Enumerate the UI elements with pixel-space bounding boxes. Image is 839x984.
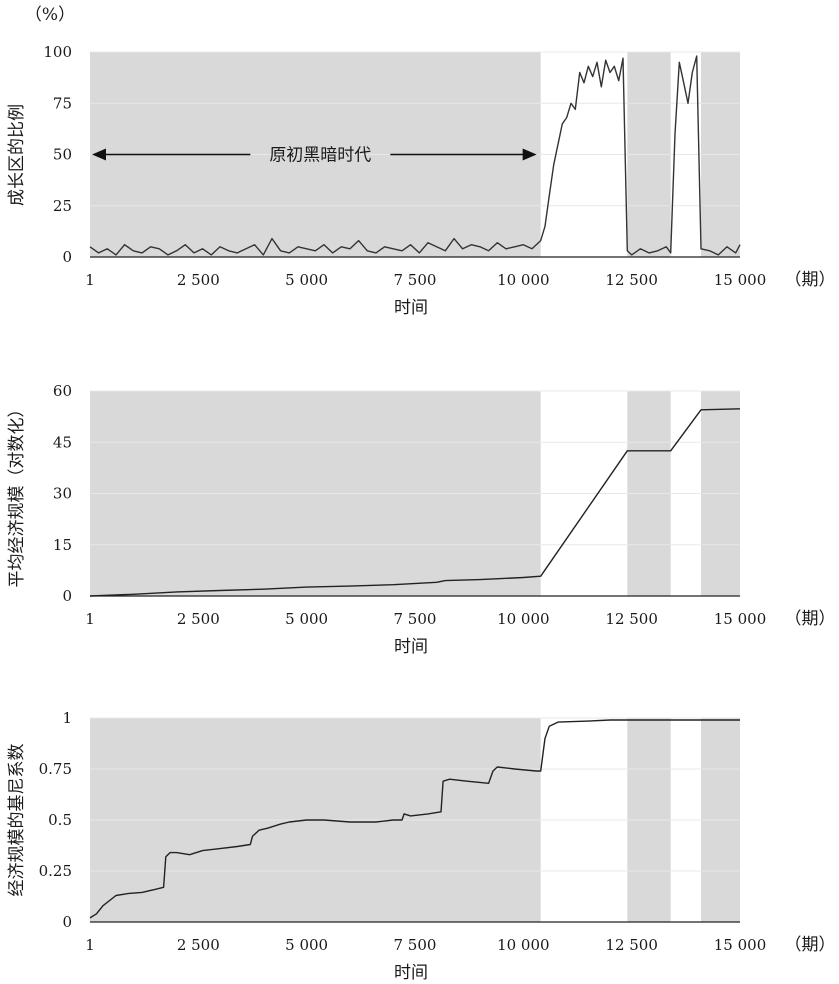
chart-2-x-tick-label-6: 12 500 xyxy=(605,610,658,628)
chart-2-x-tick-label-2: 2 500 xyxy=(177,610,220,628)
chart-2-y-tick-label-2: 15 xyxy=(53,536,72,554)
chart-1-annotation-arrowhead-right xyxy=(522,148,537,161)
chart-2-series-line xyxy=(89,408,741,597)
chart-1-x-unit-label: （期） xyxy=(785,270,836,290)
chart-2-y-tick-label-3: 30 xyxy=(53,485,72,503)
chart-1-y-tick-label-2: 25 xyxy=(53,197,72,215)
chart-1-y-tick-label-4: 75 xyxy=(53,94,72,112)
chart-1-y-tick-label-5: 100 xyxy=(43,43,72,61)
chart-3-y-tick-label-3: 0.5 xyxy=(48,811,72,829)
chart-3-y-tick-label-4: 0.75 xyxy=(39,760,72,778)
chart-2-y-tick-label-1: 0 xyxy=(62,587,72,605)
chart-3-y-tick-label-5: 1 xyxy=(62,709,72,727)
chart-2-y-axis-title: 平均经济规模（对数化） xyxy=(7,401,27,588)
chart-3-x-tick-label-4: 7 500 xyxy=(394,936,437,954)
chart-1-annotation-arrowhead-left xyxy=(92,148,106,161)
chart-3-x-tick-label-2: 2 500 xyxy=(177,936,220,954)
chart-3-x-tick-label-1: 1 xyxy=(85,936,95,954)
chart-3-x-tick-label-6: 12 500 xyxy=(605,936,658,954)
chart-2-x-axis-title: 时间 xyxy=(394,637,428,657)
chart-2-y-tick-label-4: 45 xyxy=(53,433,72,451)
chart-3-x-tick-label-5: 10 000 xyxy=(497,936,550,954)
chart-2-x-tick-label-3: 5 000 xyxy=(285,610,328,628)
chart-1-x-tick-label-4: 7 500 xyxy=(394,271,437,289)
chart-1-x-tick-label-2: 2 500 xyxy=(177,271,220,289)
chart-1-y-tick-label-3: 50 xyxy=(53,146,72,164)
chart-1-y-axis-title: 成长区的比例 xyxy=(7,104,27,206)
chart-1-x-tick-label-1: 1 xyxy=(85,271,95,289)
chart-1-x-tick-label-5: 10 000 xyxy=(497,271,550,289)
chart-1-y-tick-label-1: 0 xyxy=(62,248,72,266)
chart-1-x-axis-title: 时间 xyxy=(394,298,428,318)
chart-1-y-unit-label: （%） xyxy=(25,5,75,25)
chart-2-y-tick-label-5: 60 xyxy=(53,382,72,400)
chart-3-x-tick-label-7: 15 000 xyxy=(714,936,767,954)
chart-1-annotation-label: 原初黑暗时代 xyxy=(269,146,371,166)
chart-3-y-tick-label-2: 0.25 xyxy=(39,862,72,880)
chart-3-x-unit-label: （期） xyxy=(785,935,836,955)
chart-2-x-tick-label-5: 10 000 xyxy=(497,610,550,628)
chart-2-x-tick-label-4: 7 500 xyxy=(394,610,437,628)
chart-3-x-axis-title: 时间 xyxy=(394,963,428,983)
chart-3-y-tick-label-1: 0 xyxy=(62,913,72,931)
chart-1-x-tick-label-6: 12 500 xyxy=(605,271,658,289)
chart-1-series-line xyxy=(89,55,741,256)
chart-3-y-axis-title: 经济规模的基尼系数 xyxy=(7,744,27,897)
chart-2-x-tick-label-7: 15 000 xyxy=(714,610,767,628)
chart-1-x-tick-label-3: 5 000 xyxy=(285,271,328,289)
chart-2-x-tick-label-1: 1 xyxy=(85,610,95,628)
chart-3-series-line xyxy=(89,719,740,919)
chart-1-x-tick-label-7: 15 000 xyxy=(714,271,767,289)
chart-3-x-tick-label-3: 5 000 xyxy=(285,936,328,954)
chart-2-x-unit-label: （期） xyxy=(785,609,836,629)
